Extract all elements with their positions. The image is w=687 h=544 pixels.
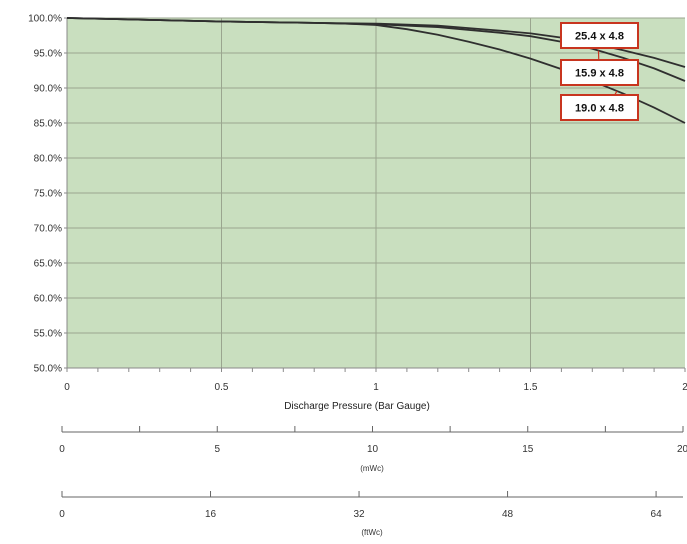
x-tick-label: 2 <box>682 382 687 393</box>
y-tick-label: 85.0% <box>34 119 62 130</box>
callout-box <box>560 94 639 121</box>
callouts: 25.4 x 4.8 15.9 x 4.8 19.0 x 4.8 <box>560 22 639 121</box>
secondary-tick-label: 0 <box>59 509 65 520</box>
x-tick-label: 1.5 <box>524 382 538 393</box>
secondary-axis-title: (mWc) <box>360 464 384 473</box>
series-line <box>66 17 686 124</box>
x-tick-label: 0 <box>64 382 70 393</box>
secondary-axes: 0 5 10 15 20 (mWc) 0 16 32 48 64 (ftWc) <box>59 426 687 537</box>
axes: 50.0% 55.0% 60.0% 65.0% 70.0% 75.0% 80.0% 85.0%… <box>28 14 687 394</box>
secondary-axis-title: (ftWc) <box>361 528 383 537</box>
secondary-tick-label: 15 <box>522 444 534 455</box>
y-tick-label: 65.0% <box>34 259 62 270</box>
secondary-tick-label: 48 <box>502 509 514 520</box>
secondary-tick-label: 0 <box>59 444 65 455</box>
callout-label: 15.9 x 4.8 <box>575 68 624 80</box>
secondary-tick-label: 5 <box>214 444 220 455</box>
y-tick-label: 55.0% <box>34 329 62 340</box>
grid <box>67 17 685 369</box>
x-tick-label: 1 <box>373 382 379 393</box>
callout-box <box>560 59 639 86</box>
x-axis-title: Discharge Pressure (Bar Gauge) <box>284 401 430 412</box>
y-tick-label: 60.0% <box>34 294 62 305</box>
callout-box <box>560 22 639 49</box>
y-tick-label: 95.0% <box>34 49 62 60</box>
secondary-tick-label: 16 <box>205 509 217 520</box>
secondary-tick-label: 32 <box>353 509 365 520</box>
secondary-tick-label: 64 <box>651 509 663 520</box>
y-tick-label: 90.0% <box>34 84 62 95</box>
callout-label: 25.4 x 4.8 <box>575 31 624 43</box>
y-tick-label: 75.0% <box>34 189 62 200</box>
y-tick-label: 100.0% <box>28 14 62 25</box>
y-tick-label: 80.0% <box>34 154 62 165</box>
secondary-tick-label: 10 <box>367 444 379 455</box>
y-tick-label: 50.0% <box>34 364 62 375</box>
x-tick-label: 0.5 <box>215 382 229 393</box>
secondary-tick-label: 20 <box>677 444 687 455</box>
y-tick-label: 70.0% <box>34 224 62 235</box>
callout-label: 19.0 x 4.8 <box>575 103 624 115</box>
